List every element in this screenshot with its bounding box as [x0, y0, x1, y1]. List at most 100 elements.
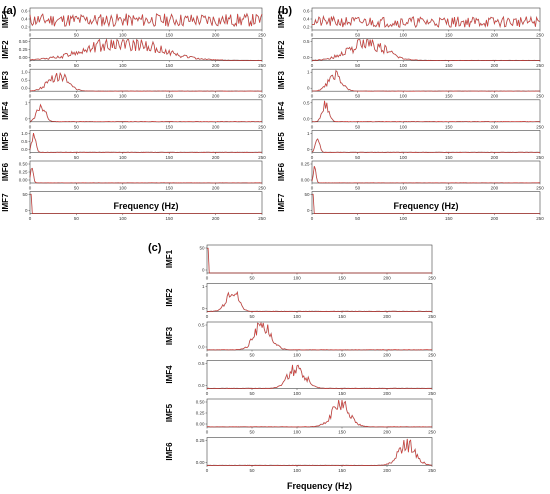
- x-tick-label: 50: [74, 155, 80, 160]
- x-tick-label: 200: [491, 124, 499, 129]
- series-line-shadow: [206, 399, 433, 428]
- x-tick-label: 100: [399, 186, 407, 191]
- subplot-frame: [29, 68, 263, 92]
- x-tick-label: 200: [383, 276, 391, 281]
- series-line: [311, 138, 541, 153]
- y-tick-label: 0.0: [21, 147, 28, 152]
- series-line-shadow: [311, 138, 541, 153]
- x-tick-label: 50: [355, 186, 361, 191]
- imf-label: IMF7: [277, 193, 286, 212]
- x-tick-label: 0: [29, 63, 32, 68]
- x-tick-label: 0: [311, 94, 314, 99]
- x-tick-label: 150: [445, 63, 453, 68]
- series-line: [206, 438, 433, 466]
- x-tick-label: 250: [428, 353, 436, 358]
- x-tick-label: 50: [74, 33, 80, 38]
- subplot-imf1: IMF1 0.6 0.4 0.20 50 100 150 200 250: [1, 7, 266, 38]
- series-line-shadow: [206, 438, 433, 466]
- series-line-shadow: [29, 167, 263, 184]
- x-tick-label: 200: [212, 63, 220, 68]
- y-tick-label: 0.5: [198, 361, 205, 366]
- x-tick-label: 0: [311, 155, 314, 160]
- x-tick-label: 50: [249, 314, 255, 319]
- x-tick-label: 150: [165, 94, 173, 99]
- x-tick-label: 50: [249, 468, 255, 473]
- x-tick-label: 200: [383, 430, 391, 435]
- imf-label: IMF1: [1, 9, 10, 28]
- imf-label: IMF1: [165, 249, 174, 268]
- x-tick-label: 150: [445, 186, 453, 191]
- y-tick-label: 0.5: [303, 39, 310, 44]
- subplot-frame: [206, 283, 433, 312]
- y-tick-label: 0.4: [21, 17, 28, 22]
- subplot-imf1: IMF1 50 00 50 100 150 200 250: [165, 244, 436, 281]
- imf-label: IMF5: [1, 132, 10, 151]
- x-tick-label: 150: [338, 353, 346, 358]
- imf-label: IMF5: [165, 403, 174, 422]
- subplot-frame: [29, 99, 263, 123]
- y-tick-label: 1: [202, 284, 205, 289]
- imf-label: IMF4: [277, 101, 286, 120]
- x-tick-label: 200: [383, 353, 391, 358]
- subplot-imf2: IMF2 0.5 0.00 50 100 150 200 250: [277, 38, 544, 68]
- x-tick-label: 100: [293, 276, 301, 281]
- series-line-shadow: [311, 69, 541, 92]
- series-line-shadow: [207, 247, 432, 274]
- y-tick-label: 1: [25, 100, 28, 105]
- x-tick-label: 0: [29, 155, 32, 160]
- x-tick-label: 50: [249, 276, 255, 281]
- x-tick-label: 200: [212, 216, 220, 221]
- x-tick-label: 50: [355, 94, 361, 99]
- subplot-frame: [29, 160, 263, 184]
- series-line-shadow: [311, 39, 541, 62]
- x-tick-label: 200: [491, 94, 499, 99]
- series-line: [311, 39, 541, 61]
- y-tick-label: 50: [199, 246, 205, 251]
- x-tick-label: 0: [29, 186, 32, 191]
- y-tick-label: 0.00: [196, 422, 205, 427]
- x-tick-label: 50: [74, 186, 80, 191]
- x-tick-label: 100: [293, 468, 301, 473]
- y-tick-label: 0.4: [303, 17, 310, 22]
- series-line: [30, 194, 262, 214]
- x-tick-label: 100: [119, 124, 127, 129]
- imf-label: IMF6: [277, 162, 286, 181]
- y-tick-label: 0.5: [303, 100, 310, 105]
- x-axis-label: Frequency (Hz): [287, 481, 352, 491]
- y-tick-label: 0.2: [21, 25, 28, 30]
- x-tick-label: 50: [355, 155, 361, 160]
- subplot-frame: [206, 321, 433, 351]
- x-tick-label: 250: [258, 216, 266, 221]
- imf-label: IMF3: [165, 326, 174, 345]
- subplot-imf4: IMF4 100 50 100 150 200 250: [1, 99, 266, 129]
- y-tick-label: 0.25: [301, 162, 310, 167]
- series-line-shadow: [206, 290, 433, 312]
- subplot-frame: [311, 130, 541, 153]
- subplot-frame: [206, 360, 433, 389]
- x-tick-label: 150: [445, 216, 453, 221]
- x-tick-label: 250: [258, 124, 266, 129]
- x-tick-label: 100: [293, 430, 301, 435]
- x-tick-label: 200: [383, 391, 391, 396]
- y-tick-label: 0.00: [19, 55, 28, 60]
- panel-label: (c): [148, 242, 162, 254]
- series-line: [206, 399, 433, 428]
- imf-label: IMF4: [1, 101, 10, 120]
- x-tick-label: 150: [165, 155, 173, 160]
- y-tick-label: 0: [307, 147, 310, 152]
- x-tick-label: 100: [399, 124, 407, 129]
- x-tick-label: 250: [428, 391, 436, 396]
- subplot-imf4: IMF4 0.5 0.00 50 100 150 200 250: [277, 99, 544, 129]
- x-tick-label: 0: [206, 353, 209, 358]
- y-tick-label: 0.50: [19, 39, 28, 44]
- subplot-imf4: IMF4 0.5 0.00 50 100 150 200 250: [165, 360, 436, 396]
- y-tick-label: 0.6: [303, 9, 310, 14]
- x-tick-label: 250: [536, 33, 544, 38]
- x-tick-label: 100: [399, 63, 407, 68]
- x-axis-label: Frequency (Hz): [393, 201, 458, 211]
- subplot-frame: [311, 68, 541, 92]
- x-tick-label: 250: [428, 468, 436, 473]
- series-line-shadow: [29, 103, 263, 123]
